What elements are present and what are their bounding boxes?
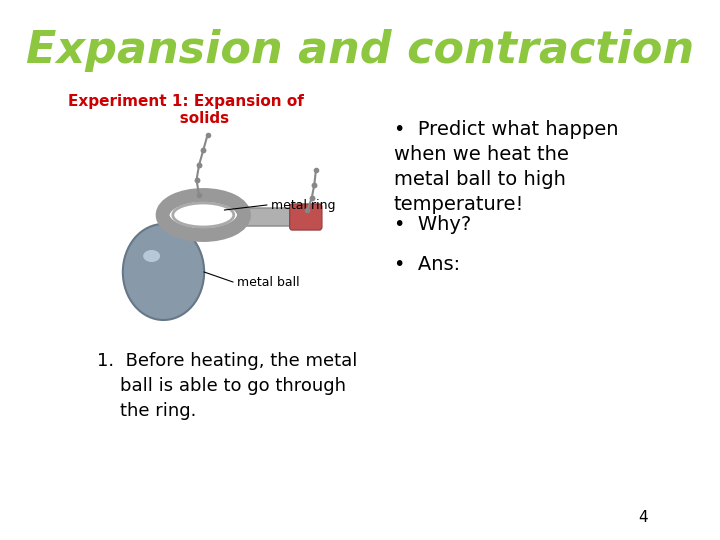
Text: metal ball: metal ball	[237, 275, 300, 288]
Text: 4: 4	[639, 510, 648, 525]
Text: •  Why?: • Why?	[394, 215, 471, 234]
Text: Experiment 1: Expansion of
       solids: Experiment 1: Expansion of solids	[68, 94, 305, 126]
Circle shape	[123, 224, 204, 320]
Text: •  Predict what happen
when we heat the
metal ball to high
temperature!: • Predict what happen when we heat the m…	[394, 120, 618, 214]
Text: •  Ans:: • Ans:	[394, 255, 460, 274]
Ellipse shape	[143, 250, 160, 262]
Ellipse shape	[173, 203, 234, 227]
FancyBboxPatch shape	[238, 208, 301, 226]
FancyBboxPatch shape	[289, 204, 322, 230]
Text: Expansion and contraction: Expansion and contraction	[26, 29, 694, 71]
Text: 1.  Before heating, the metal
    ball is able to go through
    the ring.: 1. Before heating, the metal ball is abl…	[97, 352, 358, 420]
Text: metal ring: metal ring	[271, 199, 336, 212]
